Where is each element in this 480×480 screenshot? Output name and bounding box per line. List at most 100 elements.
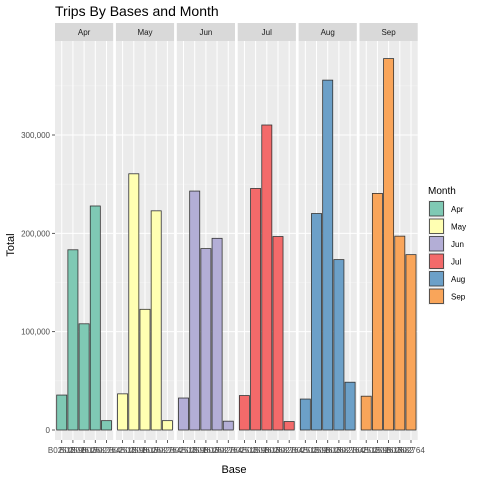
x-tick-label: B02598 [120,446,148,455]
y-tick-label: 100,000 [21,328,50,337]
x-tick-label: B02682 [325,446,353,455]
bar [101,420,112,431]
bar [261,124,273,431]
facet-strip [115,23,175,41]
x-axis-title: Base [221,464,246,476]
facet-strip [298,23,357,41]
x-tick-label: B02764 [93,446,121,455]
legend-swatch [429,201,444,217]
x-tick-label: B02617 [253,446,281,455]
x-tick-label: B02512 [352,446,380,455]
legend-label: Aug [451,275,465,284]
x-tick-label: B02682 [203,446,231,455]
bar [117,393,129,431]
bar [238,395,250,431]
legend-swatch [429,218,444,234]
x-tick-label: B02617 [314,446,342,455]
bar [383,58,395,431]
facet-strip [176,23,235,41]
legend-label: Sep [451,292,466,301]
bar [311,213,322,431]
bar [200,248,212,431]
x-tick-label: B02598 [181,446,209,455]
bar [299,398,311,431]
x-tick-label: B02598 [364,446,392,455]
bar [178,397,189,431]
bar [128,173,140,431]
facet-strip-label: Jun [199,28,212,37]
x-tick-label: B02617 [70,446,98,455]
bar [222,420,234,431]
x-tick-label: B02764 [397,446,425,455]
bar [89,205,101,431]
legend-swatch [429,253,444,269]
x-tick-label: B02682 [264,446,292,455]
bar [371,193,383,431]
x-tick-label: B02682 [81,446,109,455]
bar [189,190,201,431]
bar [344,381,356,431]
bar [283,421,295,431]
legend-swatch [429,271,444,287]
x-tick-label: B02512 [292,446,320,455]
y-tick-label: 200,000 [21,229,50,238]
bar [272,236,284,431]
y-axis: 0 100,000 200,000 300,000 [21,131,55,435]
x-tick-label: B02598 [59,446,87,455]
y-axis-title: Total [5,233,17,256]
facet-strip-label: Apr [78,28,91,37]
legend-title: Month [428,186,456,197]
facet-strip [359,23,418,41]
bar [250,188,262,431]
bar [161,420,173,431]
legend-swatch [429,236,444,252]
chart-title: Trips By Bases and Month [55,3,219,19]
y-tick-label: 300,000 [21,131,50,140]
x-tick-label: B02512 [109,446,137,455]
facet-strip-label: Jul [262,28,272,37]
legend-label: Apr [451,205,464,214]
facet-strip-label: Sep [381,28,396,37]
facet-panels: AprB02512B02598B02617B02682B02764MayB025… [48,23,425,455]
legend-label: Jul [451,257,461,266]
bar [56,394,68,431]
x-tick-label: B02598 [242,446,270,455]
x-tick-label: B02764 [154,446,182,455]
bar [211,237,223,431]
x-tick-label: B02617 [192,446,220,455]
x-tick-label: B02764 [336,446,364,455]
bar [405,254,417,431]
x-tick-label: B02682 [142,446,170,455]
x-tick-label: B02617 [375,446,403,455]
x-tick-label: B02598 [303,446,331,455]
legend: Month Apr May Jun Jul Aug Sep [428,186,466,305]
bar [67,249,79,431]
legend-swatch [429,288,444,304]
x-tick-label: B02764 [275,446,303,455]
x-tick-label: B02512 [48,446,76,455]
facet-strip-label: May [137,28,152,37]
bar [150,210,162,431]
x-tick-label: B02617 [131,446,159,455]
x-tick-label: B02512 [170,446,198,455]
bar [78,323,90,431]
y-tick-label: 0 [46,426,51,435]
x-tick-label: B02512 [231,446,259,455]
facet-strip [55,23,114,41]
x-tick-label: B02682 [386,446,414,455]
facet-strip-label: Aug [321,28,335,37]
facet-strip [237,23,296,41]
legend-label: May [451,222,466,231]
bar [360,395,372,431]
legend-label: Jun [451,240,464,249]
bar [394,235,406,431]
bar [139,308,151,431]
bar [322,79,334,431]
x-tick-label: B02764 [214,446,242,455]
